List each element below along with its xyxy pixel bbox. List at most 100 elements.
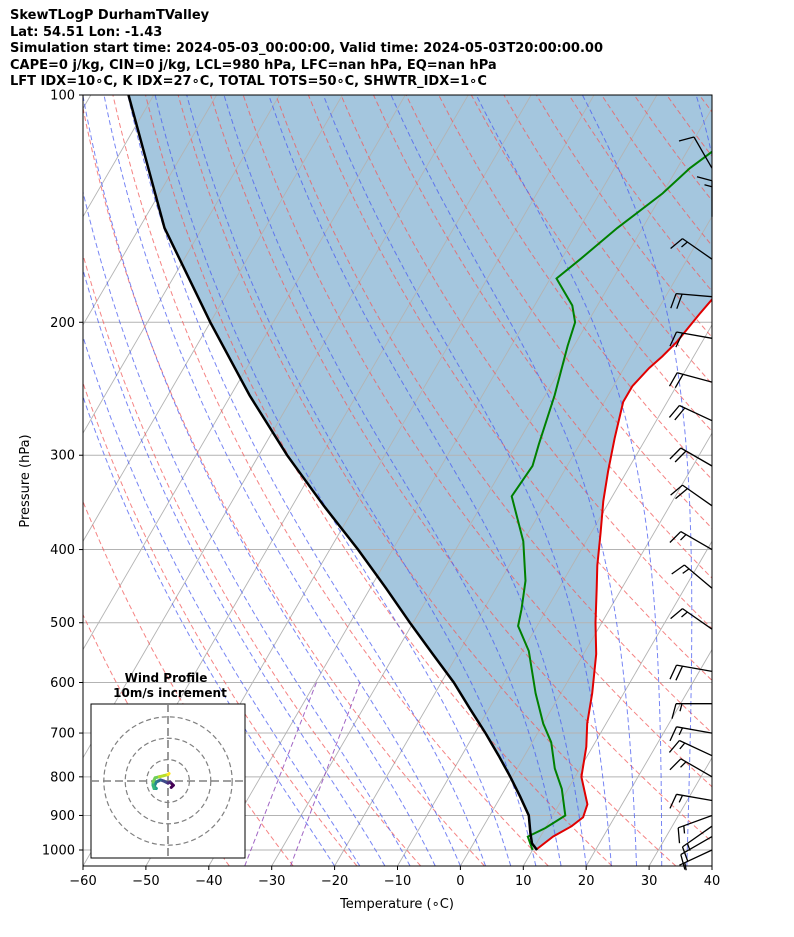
wind-barb — [678, 136, 713, 169]
time-line: Simulation start time: 2024-05-03_00:00:… — [10, 41, 603, 56]
moist-adiabat — [268, 95, 587, 866]
dry-adiabat — [177, 95, 677, 866]
dry-adiabat — [145, 95, 613, 866]
dry-adiabat — [765, 95, 794, 866]
dry-adiabat — [307, 95, 712, 682]
y-tick-label: 400 — [50, 543, 75, 558]
wind-barb — [669, 793, 713, 809]
y-tick-label: 1000 — [42, 844, 75, 859]
moist-adiabat — [127, 95, 487, 866]
moist-adiabat — [322, 95, 612, 866]
isotherm-line — [208, 95, 658, 866]
y-tick-label: 100 — [50, 89, 75, 104]
axes: −60 −50 −40 −30 −20 −10 0 10 20 30 40 1000 900 800 700… — [42, 89, 720, 890]
y-tick-label: 600 — [50, 676, 75, 691]
wind-barb — [670, 292, 713, 309]
dewpoint-profile — [510, 150, 712, 851]
dry-adiabat — [275, 95, 712, 734]
isotherm-line — [271, 107, 712, 866]
isotherm-line — [775, 95, 794, 866]
y-tick-label: 300 — [50, 449, 75, 464]
isotherm-line — [83, 95, 280, 434]
dry-adiabat — [698, 95, 712, 113]
x-tick-label: −40 — [195, 874, 222, 889]
wind-barb — [671, 703, 712, 719]
wind-barb — [679, 849, 713, 871]
wind-barb — [670, 484, 713, 507]
isotherm-line — [83, 95, 343, 543]
wind-barb — [671, 564, 713, 589]
wind-barb — [668, 404, 713, 422]
isotherm-line — [83, 95, 406, 651]
y-tick-label: 900 — [50, 809, 75, 824]
wind-barb — [669, 531, 713, 551]
parcel-profile — [127, 95, 538, 851]
y-axis-label: Pressure (hPa) — [18, 434, 33, 527]
cape-line: CAPE=0 j/kg, CIN=0 j/kg, LCL=980 hPa, LF… — [10, 57, 497, 73]
moist-adiabat — [223, 95, 562, 866]
isotherm-line — [83, 95, 217, 326]
wind-barb — [669, 447, 713, 467]
x-tick-label: 40 — [704, 874, 721, 889]
x-tick-label: 10 — [515, 874, 532, 889]
moist-adiabat — [103, 95, 461, 866]
y-tick-label: 700 — [50, 727, 75, 742]
hodograph-title: Wind Profile — [125, 671, 208, 685]
hodograph-plot — [91, 704, 245, 858]
x-tick-label: 30 — [641, 874, 658, 889]
dry-adiabat — [373, 95, 712, 579]
wind-barb — [669, 726, 713, 742]
moist-adiabat — [83, 267, 386, 866]
dry-adiabat — [242, 95, 712, 788]
hodograph-trace — [166, 772, 171, 777]
wind-barb — [670, 608, 713, 630]
mixing-ratio-line — [244, 682, 317, 866]
moist-adiabat — [737, 95, 787, 866]
x-tick-label: −30 — [258, 874, 285, 889]
dry-adiabat — [83, 381, 358, 866]
wind-barb — [681, 825, 713, 862]
wind-barb — [696, 176, 713, 217]
dry-adiabat — [340, 95, 712, 630]
chart-title-block: SkewTLogP DurhamTValley Lat: 54.51 Lon: … — [10, 8, 603, 91]
x-tick-label: −50 — [132, 874, 159, 889]
wind-barb — [680, 836, 713, 870]
wind-barbs — [668, 136, 713, 871]
x-tick-label: −10 — [384, 874, 411, 889]
x-tick-label: 20 — [578, 874, 595, 889]
x-tick-label: 0 — [456, 874, 464, 889]
dry-adiabat — [83, 252, 422, 866]
x-tick-label: −60 — [69, 874, 96, 889]
wind-barb — [669, 664, 713, 681]
wind-barb — [668, 372, 713, 389]
y-tick-label: 800 — [50, 770, 75, 785]
dry-adiabat — [210, 95, 712, 843]
x-axis-label: Temperature (∘C) — [339, 897, 454, 912]
index-line: LFT IDX=10∘C, K IDX=27∘C, TOTAL TOTS=50∘… — [10, 74, 487, 89]
dry-adiabat — [112, 95, 549, 866]
isotherm-line — [83, 95, 92, 110]
x-tick-label: −20 — [321, 874, 348, 889]
y-tick-label: 200 — [50, 316, 75, 331]
moist-adiabat — [83, 95, 436, 866]
mixing-ratio-line — [290, 682, 361, 866]
hodograph-inset: Wind Profile 10m/s increment — [90, 671, 246, 859]
y-tick-label: 500 — [50, 616, 75, 631]
wind-barb — [669, 758, 713, 778]
dry-adiabat — [732, 95, 794, 866]
hodograph-ring — [124, 737, 212, 825]
wind-barb — [677, 814, 713, 844]
dry-adiabat — [83, 500, 294, 866]
moist-adiabat — [83, 334, 361, 866]
isotherm-line — [334, 215, 712, 866]
temperature-profile — [535, 297, 712, 851]
isotherm-line — [711, 865, 712, 866]
hodograph-subtitle: 10m/s increment — [113, 686, 227, 700]
location-line: Lat: 54.51 Lon: -1.43 — [10, 24, 163, 40]
wind-barb — [669, 331, 713, 348]
cape-cin-shading — [128, 95, 712, 850]
moist-adiabat — [83, 395, 336, 866]
moist-adiabat — [186, 95, 537, 866]
wind-barb — [670, 238, 713, 260]
